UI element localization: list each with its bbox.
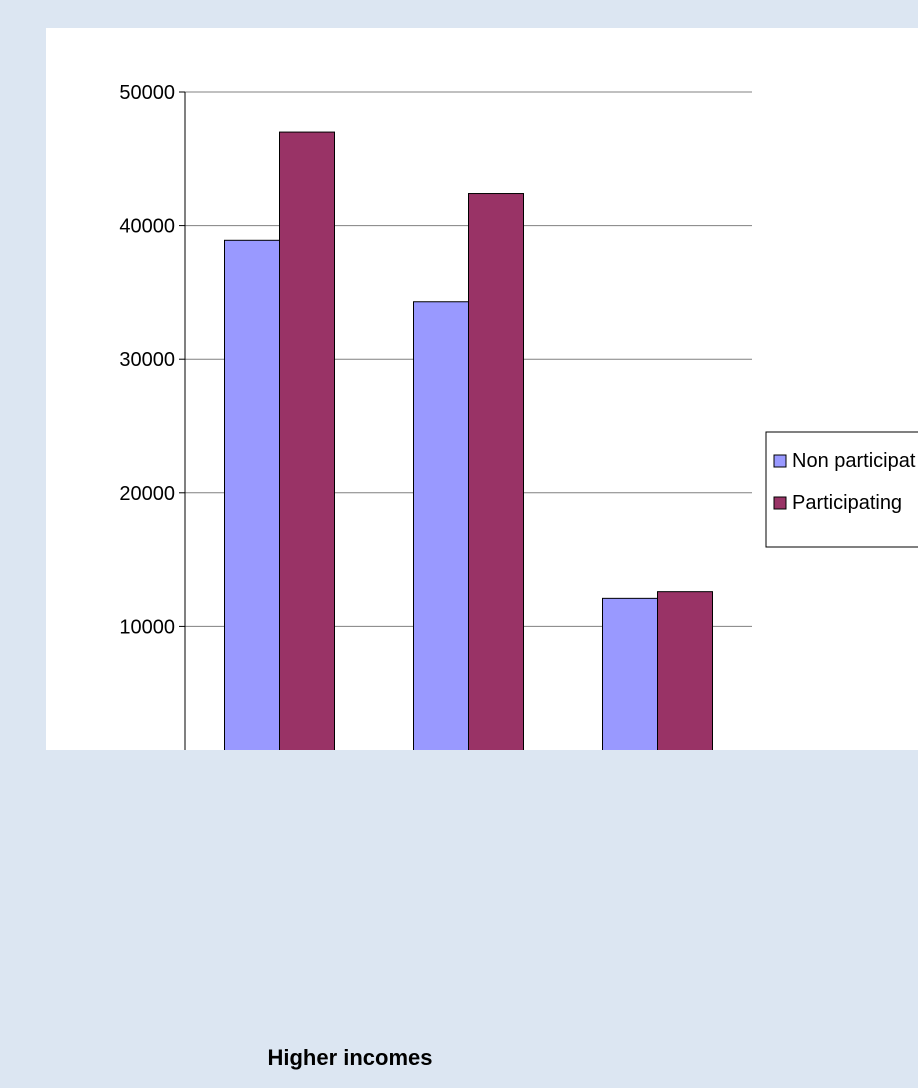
legend-swatch [773, 454, 787, 468]
legend-label: Non participat [792, 450, 916, 472]
bar-non-participating [413, 301, 469, 750]
y-tick-label: 20000 [119, 483, 175, 505]
bar-participating [657, 591, 713, 750]
legend-swatch [773, 496, 787, 510]
y-tick-label: 30000 [119, 349, 175, 371]
caption: Higher incomes [267, 1045, 433, 1070]
bar-participating [468, 193, 524, 750]
axes: 01000020000300004000050000net incomenon … [69, 82, 186, 750]
legend-box [765, 431, 918, 548]
y-tick-label: 50000 [119, 82, 175, 104]
bar-participating [279, 131, 335, 750]
legend-label: Participating [792, 492, 902, 514]
bar-non-participating [224, 239, 280, 750]
legend: Non participat Participating [765, 431, 918, 548]
y-axis-label: Kshs [69, 469, 91, 518]
bar-chart: 01000020000300004000050000net incomenon … [69, 82, 918, 750]
chart-panel: 01000020000300004000050000net incomenon … [46, 28, 918, 750]
y-tick-label: 40000 [119, 216, 175, 238]
bar-non-participating [602, 597, 658, 750]
bars [224, 131, 713, 750]
y-tick-label: 10000 [119, 616, 175, 638]
